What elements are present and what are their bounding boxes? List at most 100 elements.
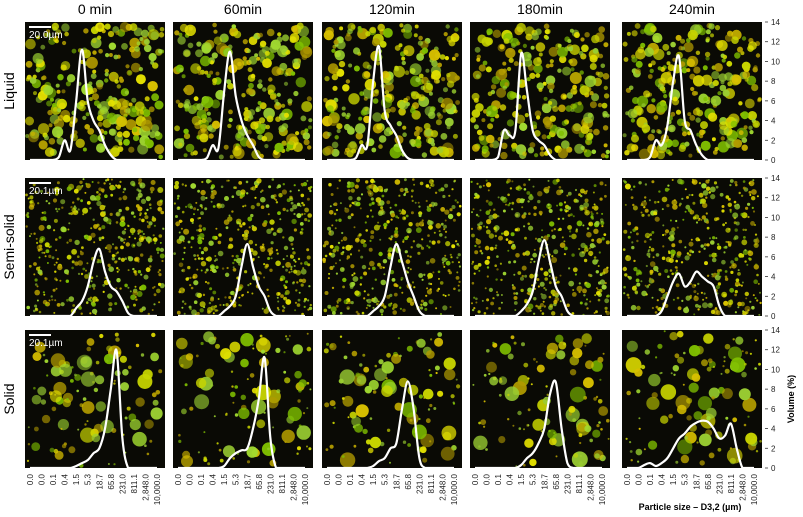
droplet [693, 290, 697, 294]
droplet [441, 257, 447, 263]
droplet [174, 180, 180, 186]
droplet [276, 36, 283, 43]
droplet [395, 227, 398, 231]
droplet [334, 227, 337, 230]
droplet [410, 195, 413, 198]
droplet [93, 387, 99, 393]
droplet [662, 233, 665, 237]
droplet [208, 133, 214, 139]
droplet [238, 181, 243, 185]
droplet [40, 44, 46, 50]
droplet [193, 96, 199, 102]
droplet [440, 222, 444, 226]
droplet [335, 208, 339, 212]
droplet [267, 397, 279, 409]
droplet [485, 66, 492, 73]
droplet [118, 208, 122, 213]
droplet [551, 257, 558, 263]
droplet [394, 402, 403, 411]
droplet [231, 385, 234, 388]
droplet [702, 202, 708, 209]
droplet [341, 455, 345, 458]
droplet [601, 102, 608, 109]
droplet [636, 239, 639, 243]
droplet [714, 25, 721, 31]
droplet [57, 108, 61, 113]
droplet [533, 63, 543, 74]
droplet [77, 260, 83, 266]
droplet [48, 299, 51, 302]
droplet [128, 146, 135, 153]
x-tick-label: 0.4 [209, 473, 218, 485]
x-tick-label: 231.0 [266, 473, 275, 494]
droplet [674, 353, 680, 359]
droplet [695, 50, 701, 55]
droplet [79, 100, 86, 107]
droplet [512, 424, 515, 427]
droplet [363, 290, 366, 293]
droplet [515, 114, 526, 125]
droplet [140, 284, 147, 291]
droplet [406, 190, 409, 193]
x-tick-label: 0.1 [494, 473, 503, 485]
droplet [633, 185, 636, 188]
droplet [641, 290, 647, 297]
droplet [83, 28, 89, 34]
droplet [226, 179, 229, 182]
droplet [351, 350, 358, 357]
droplet [571, 123, 583, 135]
droplet [579, 441, 582, 445]
droplet [419, 446, 427, 454]
droplet [727, 197, 731, 201]
droplet [675, 109, 682, 115]
droplet [702, 65, 708, 71]
droplet [331, 141, 339, 149]
droplet [195, 292, 200, 298]
droplet [208, 336, 216, 345]
droplet [137, 206, 143, 212]
droplet [413, 130, 420, 137]
droplet [586, 307, 589, 310]
droplet [719, 192, 724, 197]
droplet [149, 186, 155, 192]
droplet [698, 182, 702, 185]
droplet [194, 258, 197, 261]
droplet [698, 192, 704, 198]
droplet [53, 263, 56, 266]
droplet [667, 275, 670, 279]
panel [470, 178, 611, 318]
droplet [339, 369, 355, 385]
droplet [709, 303, 712, 306]
droplet [720, 80, 725, 85]
droplet [735, 336, 744, 345]
droplet [632, 203, 635, 207]
droplet [293, 259, 296, 262]
x-tick-label: 2,848.0 [586, 473, 595, 500]
droplet [151, 392, 157, 398]
droplet [89, 296, 93, 299]
droplet [594, 294, 597, 297]
droplet [389, 461, 391, 464]
droplet [675, 34, 682, 41]
droplet [568, 405, 576, 413]
droplet [80, 186, 83, 189]
distribution-curve [474, 51, 602, 162]
droplet [688, 153, 693, 158]
droplet [228, 214, 231, 217]
droplet [112, 243, 114, 246]
droplet [549, 63, 554, 68]
droplet [353, 65, 360, 72]
droplet [203, 431, 206, 434]
droplet [424, 128, 433, 137]
droplet [661, 196, 668, 203]
droplet [285, 268, 288, 272]
distribution-curve [326, 242, 454, 318]
droplet [652, 32, 663, 44]
droplet [591, 34, 600, 44]
droplet [383, 222, 388, 228]
droplet [265, 204, 270, 208]
droplet [513, 341, 517, 345]
droplet [285, 147, 290, 152]
droplet [333, 406, 336, 409]
droplet [299, 222, 304, 226]
